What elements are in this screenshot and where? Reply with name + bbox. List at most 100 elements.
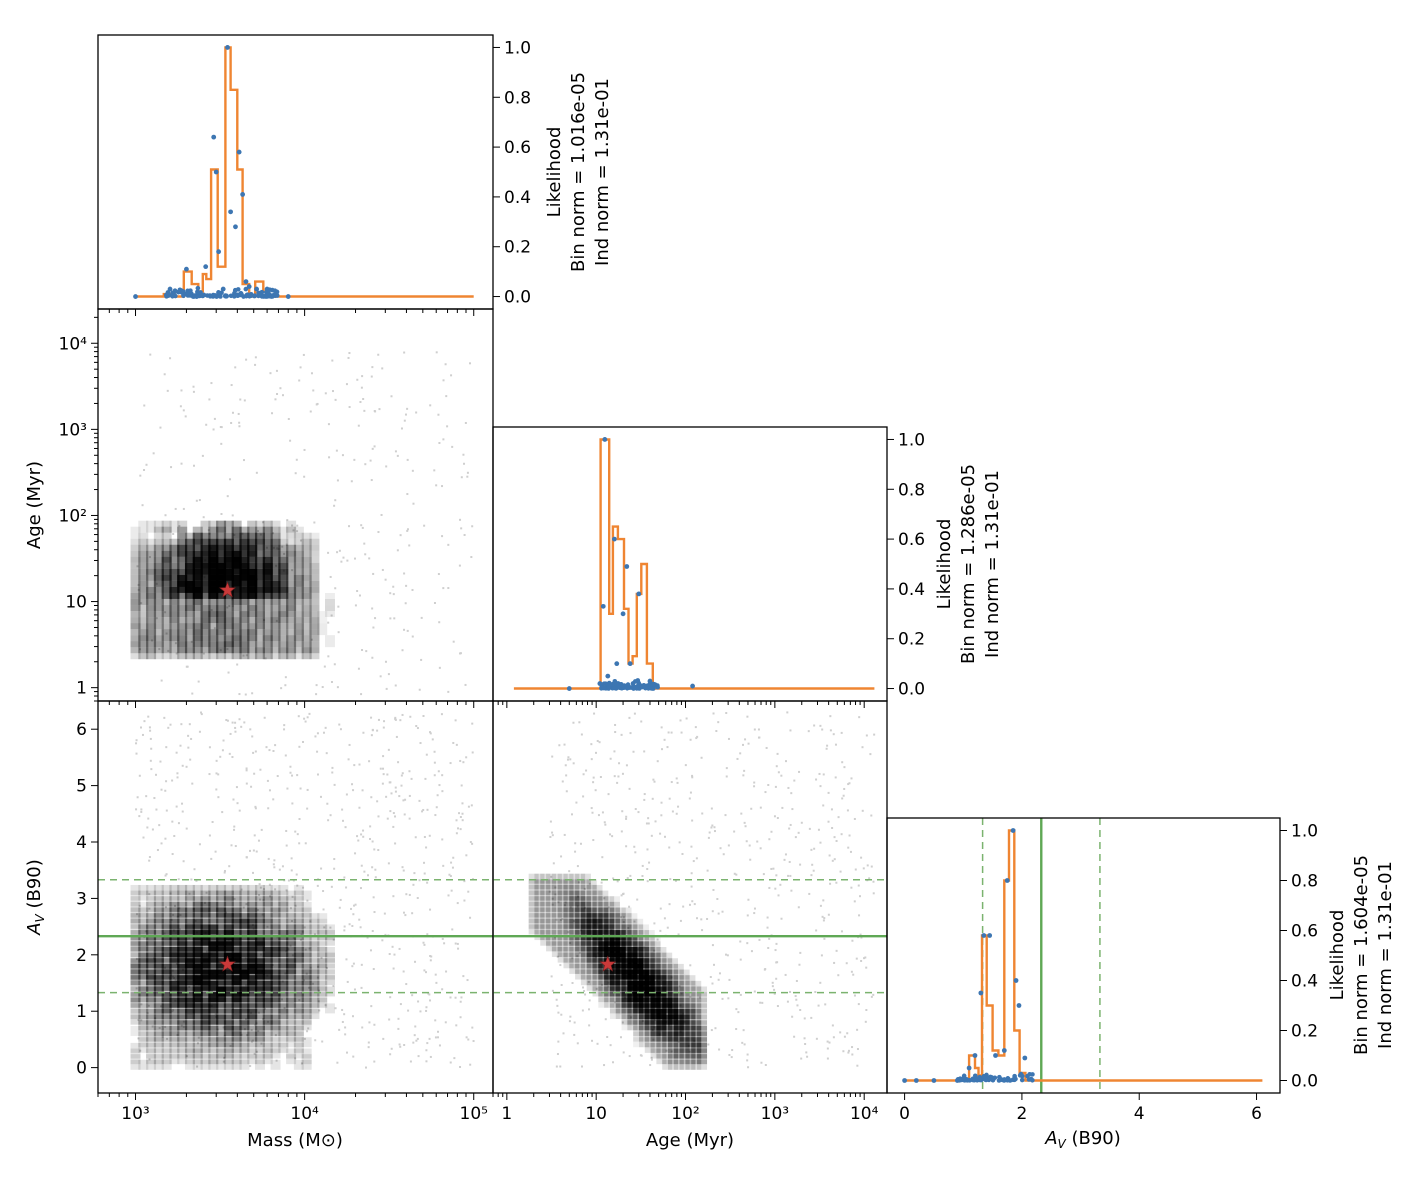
- mass-age-density-cell: [239, 568, 250, 581]
- age-av-sparse-point: [777, 894, 780, 897]
- age-av-sparse-point: [775, 977, 778, 980]
- mass-av-sparse-point: [387, 862, 390, 865]
- mass-av-sparse-point: [251, 1040, 254, 1043]
- age-av-density-cell: [609, 1009, 620, 1020]
- mass-av-density-cell: [169, 992, 180, 1003]
- mass-av-density-cell: [270, 941, 281, 952]
- mass-av-sparse-point: [296, 833, 299, 836]
- mass-age-density-cell: [286, 550, 297, 563]
- age-hist-ylabel-1: Likelihood: [934, 519, 955, 610]
- mass-age-sparse-point: [464, 683, 467, 686]
- mass-av-sparse-point: [153, 957, 156, 960]
- mass-age-density-cell: [247, 538, 258, 551]
- age-av-sparse-point: [870, 995, 873, 998]
- mass-age-sparse-point: [276, 547, 279, 550]
- av-hist-x-tick-label: 4: [1134, 1104, 1145, 1124]
- av-hist-point: [1013, 978, 1019, 983]
- mass-av-density-cell: [239, 1059, 250, 1070]
- mass-age-sparse-point: [231, 514, 234, 517]
- mass-av-density-cell: [208, 1025, 219, 1036]
- mass-av-sparse-point: [394, 718, 397, 721]
- mass-av-sparse-point: [430, 955, 433, 958]
- mass-av-sparse-point: [358, 806, 361, 809]
- mass-age-sparse-point: [210, 382, 213, 385]
- mass-av-density-cell: [169, 1009, 180, 1020]
- mass-age-density-cell: [309, 532, 320, 545]
- mass-av-sparse-point: [259, 953, 262, 956]
- mass-age-density-cell: [192, 532, 203, 545]
- av-hist-point: [959, 1077, 964, 1083]
- age-av-density-cell: [644, 1025, 655, 1036]
- mass-hist-y-tick-label: 0.4: [504, 188, 531, 208]
- mass-age-density-cell: [184, 574, 195, 587]
- mass-av-sparse-point: [185, 827, 188, 830]
- mass-av-density-cell: [309, 997, 320, 1008]
- age-av-density-cell: [546, 913, 557, 924]
- age-av-sparse-point: [567, 756, 570, 759]
- mass-age-sparse-point: [159, 426, 162, 429]
- mass-av-density-cell: [278, 1014, 289, 1025]
- av-hist-point: [954, 1078, 960, 1083]
- mass-av-density-cell: [208, 975, 219, 986]
- mass-age-sparse-point: [334, 587, 337, 590]
- mass-hist-point: [264, 286, 270, 292]
- age-av-sparse-point: [819, 785, 822, 788]
- age-av-sparse-point: [609, 833, 612, 836]
- age-av-sparse-point: [569, 941, 572, 944]
- mass-av-sparse-point: [153, 950, 156, 953]
- age-av-sparse-point: [678, 985, 681, 988]
- mass-av-sparse-point: [221, 811, 224, 814]
- age-av-density-cell: [650, 969, 661, 980]
- mass-av-sparse-point: [429, 959, 432, 962]
- mass-age-density-cell: [239, 538, 250, 551]
- mass-av-density-cell: [161, 935, 172, 946]
- mass-av-density-cell: [216, 1031, 227, 1042]
- mass-av-density-cell: [223, 1059, 234, 1070]
- age-av-density-cell: [540, 873, 551, 884]
- mass-age-sparse-point: [231, 605, 234, 608]
- mass-av-density-cell: [247, 901, 258, 912]
- mass-av-sparse-point: [423, 861, 426, 864]
- age-av-density-cell: [662, 1014, 673, 1025]
- mass-av-density-cell: [130, 997, 141, 1008]
- age-av-sparse-point: [612, 877, 615, 880]
- mass-av-sparse-point: [425, 1049, 428, 1052]
- mass-av-density-cell: [153, 997, 164, 1008]
- age-av-sparse-point: [860, 856, 863, 859]
- mass-av-density-cell: [138, 924, 149, 935]
- mass-av-sparse-point: [434, 1019, 437, 1022]
- mass-av-density-cell: [286, 1009, 297, 1020]
- mass-age-sparse-point: [277, 547, 280, 550]
- mass-av-density-cell: [138, 992, 149, 1003]
- mass-age-sparse-point: [166, 389, 169, 392]
- mass-av-sparse-point: [451, 928, 454, 931]
- mass-av-sparse-point: [190, 737, 193, 740]
- mass-age-density-cell: [278, 623, 289, 636]
- age-av-sparse-point: [784, 973, 787, 976]
- mass-av-sparse-point: [249, 1065, 252, 1068]
- mass-age-sparse-point: [341, 454, 344, 457]
- mass-av-density-cell: [286, 896, 297, 907]
- mass-av-sparse-point: [150, 768, 153, 771]
- mass-av-sparse-point: [149, 729, 152, 732]
- age-av-sparse-point: [601, 983, 604, 986]
- mass-av-sparse-point: [245, 903, 248, 906]
- mass-age-density-cell: [192, 586, 203, 599]
- mass-av-sparse-point: [426, 808, 429, 811]
- mass-av-density-cell: [192, 1048, 203, 1059]
- mass-age-sparse-point: [337, 605, 340, 608]
- age-av-sparse-point: [800, 821, 803, 824]
- mass-av-sparse-point: [151, 1025, 154, 1028]
- mass-age-density-cell: [309, 611, 320, 624]
- mass-av-density-cell: [231, 992, 242, 1003]
- mass-av-density-cell: [200, 992, 211, 1003]
- mass-av-density-cell: [324, 963, 335, 974]
- age-hist-point: [636, 591, 642, 597]
- age-av-sparse-point: [727, 997, 730, 1000]
- mass-age-density-cell: [169, 574, 180, 587]
- mass-age-density-cell: [286, 592, 297, 605]
- age-av-density-cell: [656, 992, 667, 1003]
- mass-av-density-cell: [216, 884, 227, 895]
- mass-age-sparse-point: [303, 475, 306, 478]
- mass-av-density-cell: [138, 890, 149, 901]
